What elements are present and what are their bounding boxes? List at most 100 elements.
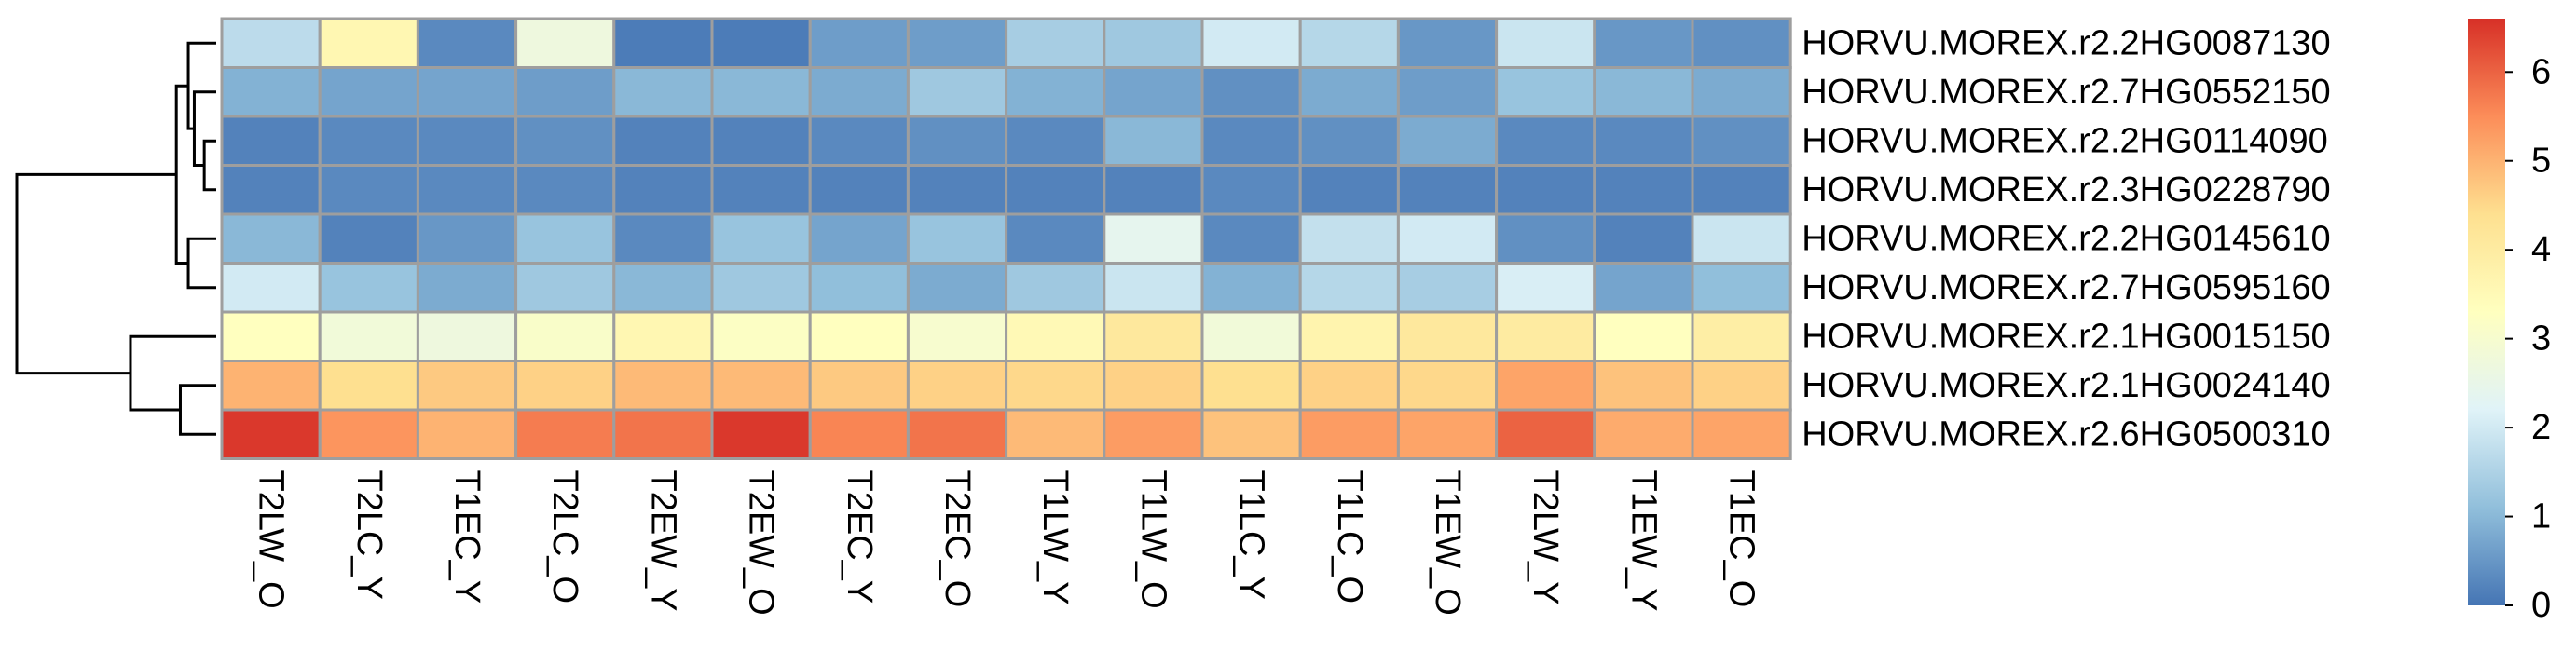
heatmap-cell [416, 262, 518, 314]
heatmap-cell [318, 17, 419, 69]
heatmap-cell [318, 262, 419, 314]
column-label: T2LC_Y [349, 470, 389, 600]
heatmap-cell [808, 360, 910, 412]
heatmap-cell [1298, 310, 1400, 362]
column-label: T2LW_O [252, 470, 291, 609]
heatmap-cell [906, 408, 1008, 460]
heatmap-cell [318, 408, 419, 460]
heatmap-cell [1103, 164, 1204, 216]
heatmap-cell [416, 408, 518, 460]
heatmap-cell [1200, 310, 1302, 362]
heatmap-cell [220, 115, 322, 167]
heatmap-cell [1593, 310, 1694, 362]
heatmap-cell [1298, 164, 1400, 216]
heatmap-cell [612, 66, 714, 118]
heatmap-cell [1298, 360, 1400, 412]
heatmap-cell [1593, 408, 1694, 460]
heatmap-cell [220, 262, 322, 314]
heatmap-cell [710, 408, 812, 460]
legend-tick-label: 4 [2531, 230, 2551, 269]
heatmap-cell [612, 115, 714, 167]
heatmap-cells [220, 17, 1792, 460]
heatmap-cell [1298, 17, 1400, 69]
heatmap-cell [416, 164, 518, 216]
heatmap-cell [1005, 164, 1106, 216]
heatmap-cell [514, 310, 616, 362]
heatmap-cell [1593, 17, 1694, 69]
heatmap-cell [1593, 115, 1694, 167]
heatmap-cell [1691, 212, 1792, 265]
heatmap-cell [808, 164, 910, 216]
heatmap-cell [710, 115, 812, 167]
heatmap-cell [1396, 360, 1499, 412]
heatmap-cell [808, 17, 910, 69]
column-label: T2LC_O [545, 470, 584, 604]
heatmap-cell [1298, 115, 1400, 167]
heatmap-cell [220, 66, 322, 118]
heatmap-cell [416, 310, 518, 362]
heatmap-cell [1691, 408, 1792, 460]
legend-tick-label: 5 [2531, 142, 2551, 181]
heatmap-cell [1396, 212, 1499, 265]
heatmap-cell [1103, 212, 1204, 265]
heatmap-cell [906, 66, 1008, 118]
heatmap-cell [1005, 115, 1106, 167]
heatmap-cell [1200, 262, 1302, 314]
row-label: HORVU.MOREX.r2.2HG0145610 [1802, 219, 2330, 258]
heatmap-cell [416, 115, 518, 167]
row-label: HORVU.MOREX.r2.7HG0595160 [1802, 268, 2330, 307]
column-label: T1EC_Y [447, 470, 486, 604]
heatmap-cell [1593, 212, 1694, 265]
heatmap-cell [710, 310, 812, 362]
heatmap-cell [612, 310, 714, 362]
heatmap-cell [1005, 17, 1106, 69]
dendrogram-branch [202, 139, 216, 192]
row-dendrogram [15, 41, 216, 436]
heatmap-cell [1005, 262, 1106, 314]
heatmap-cell [1495, 66, 1596, 118]
column-labels: T2LW_O T2LC_Y T1EC_Y T2LC_O T2EW_Y T2EW_O T2EC… [252, 470, 1761, 616]
column-label: T1LW_O [1133, 470, 1172, 609]
heatmap-cell [1396, 408, 1499, 460]
heatmap-cell [808, 310, 910, 362]
heatmap-cell [220, 360, 322, 412]
dendrogram-branch [186, 41, 216, 130]
dendrogram-branch [178, 384, 216, 436]
heatmap-cell [318, 212, 419, 265]
heatmap-cell [906, 212, 1008, 265]
heatmap-cell [612, 164, 714, 216]
heatmap-cell [1593, 164, 1694, 216]
heatmap-cell [1495, 115, 1596, 167]
heatmap-cell [1396, 310, 1499, 362]
heatmap-cell [514, 115, 616, 167]
legend-tick-label: 3 [2531, 319, 2551, 359]
heatmap-cell [710, 17, 812, 69]
heatmap-cell [514, 360, 616, 412]
row-label: HORVU.MOREX.r2.2HG0114090 [1802, 121, 2328, 160]
heatmap-cell [710, 164, 812, 216]
column-label: T1LC_O [1330, 470, 1369, 604]
heatmap-cell [906, 164, 1008, 216]
heatmap-cell [416, 66, 518, 118]
heatmap-cell [514, 66, 616, 118]
dendrogram-branch [186, 237, 216, 290]
heatmap-cell [1005, 408, 1106, 460]
heatmap-cell [514, 17, 616, 69]
heatmap-cell [1103, 66, 1204, 118]
heatmap-cell [1691, 66, 1792, 118]
heatmap-cell [1298, 408, 1400, 460]
legend-color-bar [2468, 19, 2505, 605]
heatmap-cell [1200, 164, 1302, 216]
heatmap-cell [1495, 310, 1596, 362]
column-label: T2LW_Y [1526, 470, 1565, 605]
heatmap-cell [1005, 212, 1106, 265]
heatmap-cell [1495, 360, 1596, 412]
column-label: T2EC_Y [840, 470, 879, 604]
heatmap-cell [1298, 212, 1400, 265]
heatmap-cell [906, 115, 1008, 167]
heatmap-cell [1298, 262, 1400, 314]
heatmap-cell [1200, 115, 1302, 167]
legend-ticks: 0 1 2 3 4 5 6 [2505, 52, 2551, 625]
heatmap-cell [808, 115, 910, 167]
